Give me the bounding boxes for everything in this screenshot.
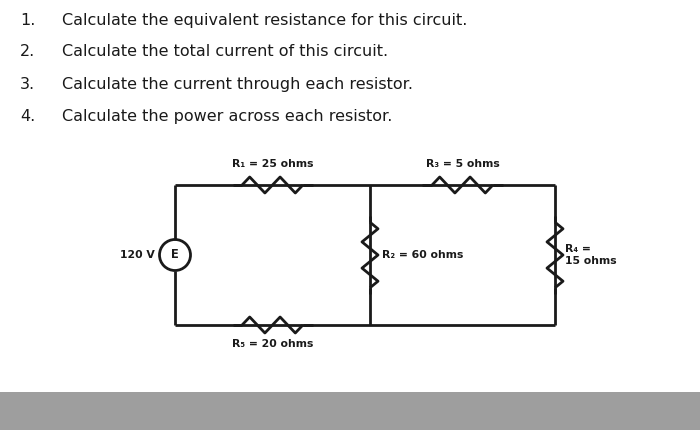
Text: Calculate the total current of this circuit.: Calculate the total current of this circ… [62,44,388,59]
Text: 4.: 4. [20,108,35,123]
Text: E: E [171,249,179,261]
Text: 120 V: 120 V [120,250,155,260]
Text: Calculate the current through each resistor.: Calculate the current through each resis… [62,77,413,92]
Text: 3.: 3. [20,77,35,92]
Text: 2.: 2. [20,44,35,59]
Text: Calculate the power across each resistor.: Calculate the power across each resistor… [62,108,393,123]
Text: R₅ = 20 ohms: R₅ = 20 ohms [232,339,313,349]
Text: R₁ = 25 ohms: R₁ = 25 ohms [232,159,314,169]
Text: 1.: 1. [20,12,36,28]
Text: R₂ = 60 ohms: R₂ = 60 ohms [382,250,463,260]
Text: Calculate the equivalent resistance for this circuit.: Calculate the equivalent resistance for … [62,12,468,28]
Text: R₃ = 5 ohms: R₃ = 5 ohms [426,159,499,169]
FancyBboxPatch shape [0,392,700,430]
Text: R₄ =
15 ohms: R₄ = 15 ohms [565,244,617,266]
